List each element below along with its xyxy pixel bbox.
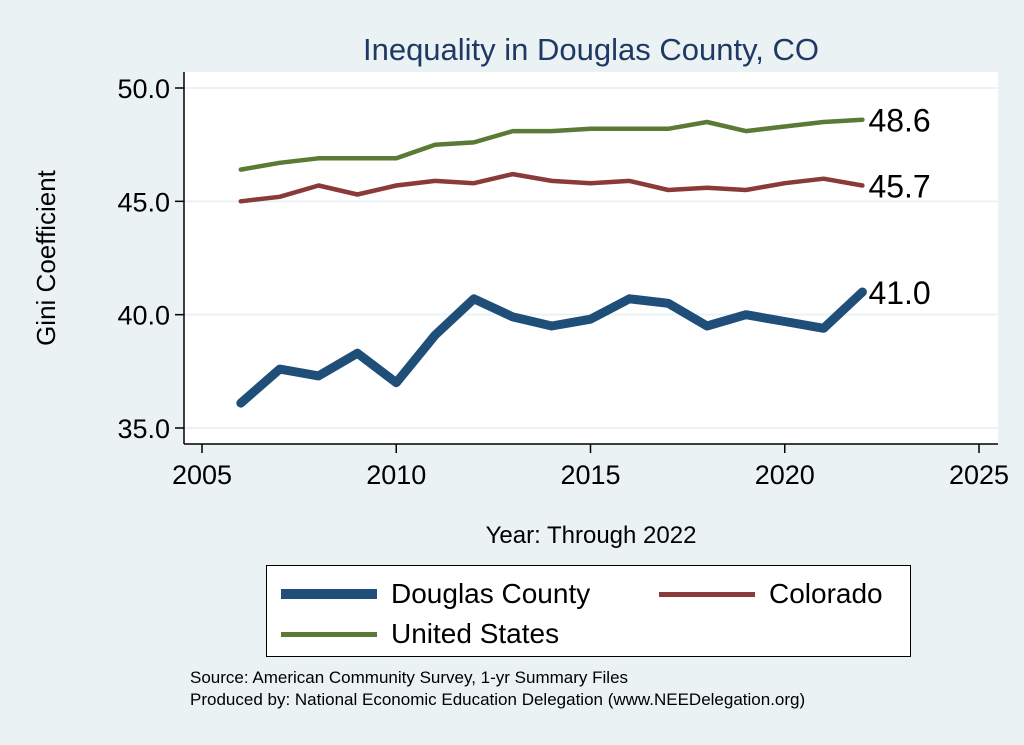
legend-swatch-colorado bbox=[659, 591, 755, 597]
series-lines bbox=[236, 117, 867, 408]
legend-label-colorado: Colorado bbox=[769, 578, 883, 609]
y-tick-label: 40.0 bbox=[117, 301, 170, 331]
legend-item-colorado: Colorado bbox=[659, 576, 883, 612]
legend-item-united-states: United States bbox=[281, 616, 559, 652]
x-tick-label: 2010 bbox=[366, 460, 426, 490]
end-label-douglas-county: 41.0 bbox=[868, 275, 930, 311]
series-line-colorado bbox=[238, 171, 865, 204]
plot-area bbox=[184, 72, 998, 444]
x-axis-label: Year: Through 2022 bbox=[486, 522, 697, 549]
x-tick-label: 2020 bbox=[755, 460, 815, 490]
legend-swatch-douglas-county bbox=[281, 589, 377, 599]
x-tick-label: 2005 bbox=[172, 460, 232, 490]
legend-item-douglas-county: Douglas County bbox=[281, 576, 590, 612]
produced-by-note: Produced by: National Economic Education… bbox=[190, 690, 806, 709]
legend-label-united-states: United States bbox=[391, 618, 560, 649]
end-labels: 48.6 45.7 41.0 bbox=[868, 103, 930, 311]
y-axis-label: Gini Coefficient bbox=[31, 169, 61, 346]
legend: Douglas County Colorado United States bbox=[266, 565, 911, 657]
y-tick-label: 45.0 bbox=[117, 187, 170, 217]
tick-labels: 35.0 40.0 45.0 50.0 2005 2010 2015 2020 2025 bbox=[117, 74, 1009, 490]
end-label-colorado: 45.7 bbox=[868, 168, 930, 204]
legend-swatch-united-states bbox=[281, 631, 377, 637]
x-tick-label: 2025 bbox=[949, 460, 1009, 490]
x-tick-label: 2015 bbox=[560, 460, 620, 490]
series-line-united-states bbox=[238, 117, 865, 172]
chart-title: Inequality in Douglas County, CO bbox=[363, 32, 819, 67]
y-tick-label: 35.0 bbox=[117, 414, 170, 444]
source-note: Source: American Community Survey, 1-yr … bbox=[190, 668, 629, 687]
y-tick-label: 50.0 bbox=[117, 74, 170, 104]
legend-label-douglas-county: Douglas County bbox=[391, 578, 591, 609]
series-line-douglas-county bbox=[236, 287, 867, 408]
end-label-united-states: 48.6 bbox=[868, 103, 930, 139]
